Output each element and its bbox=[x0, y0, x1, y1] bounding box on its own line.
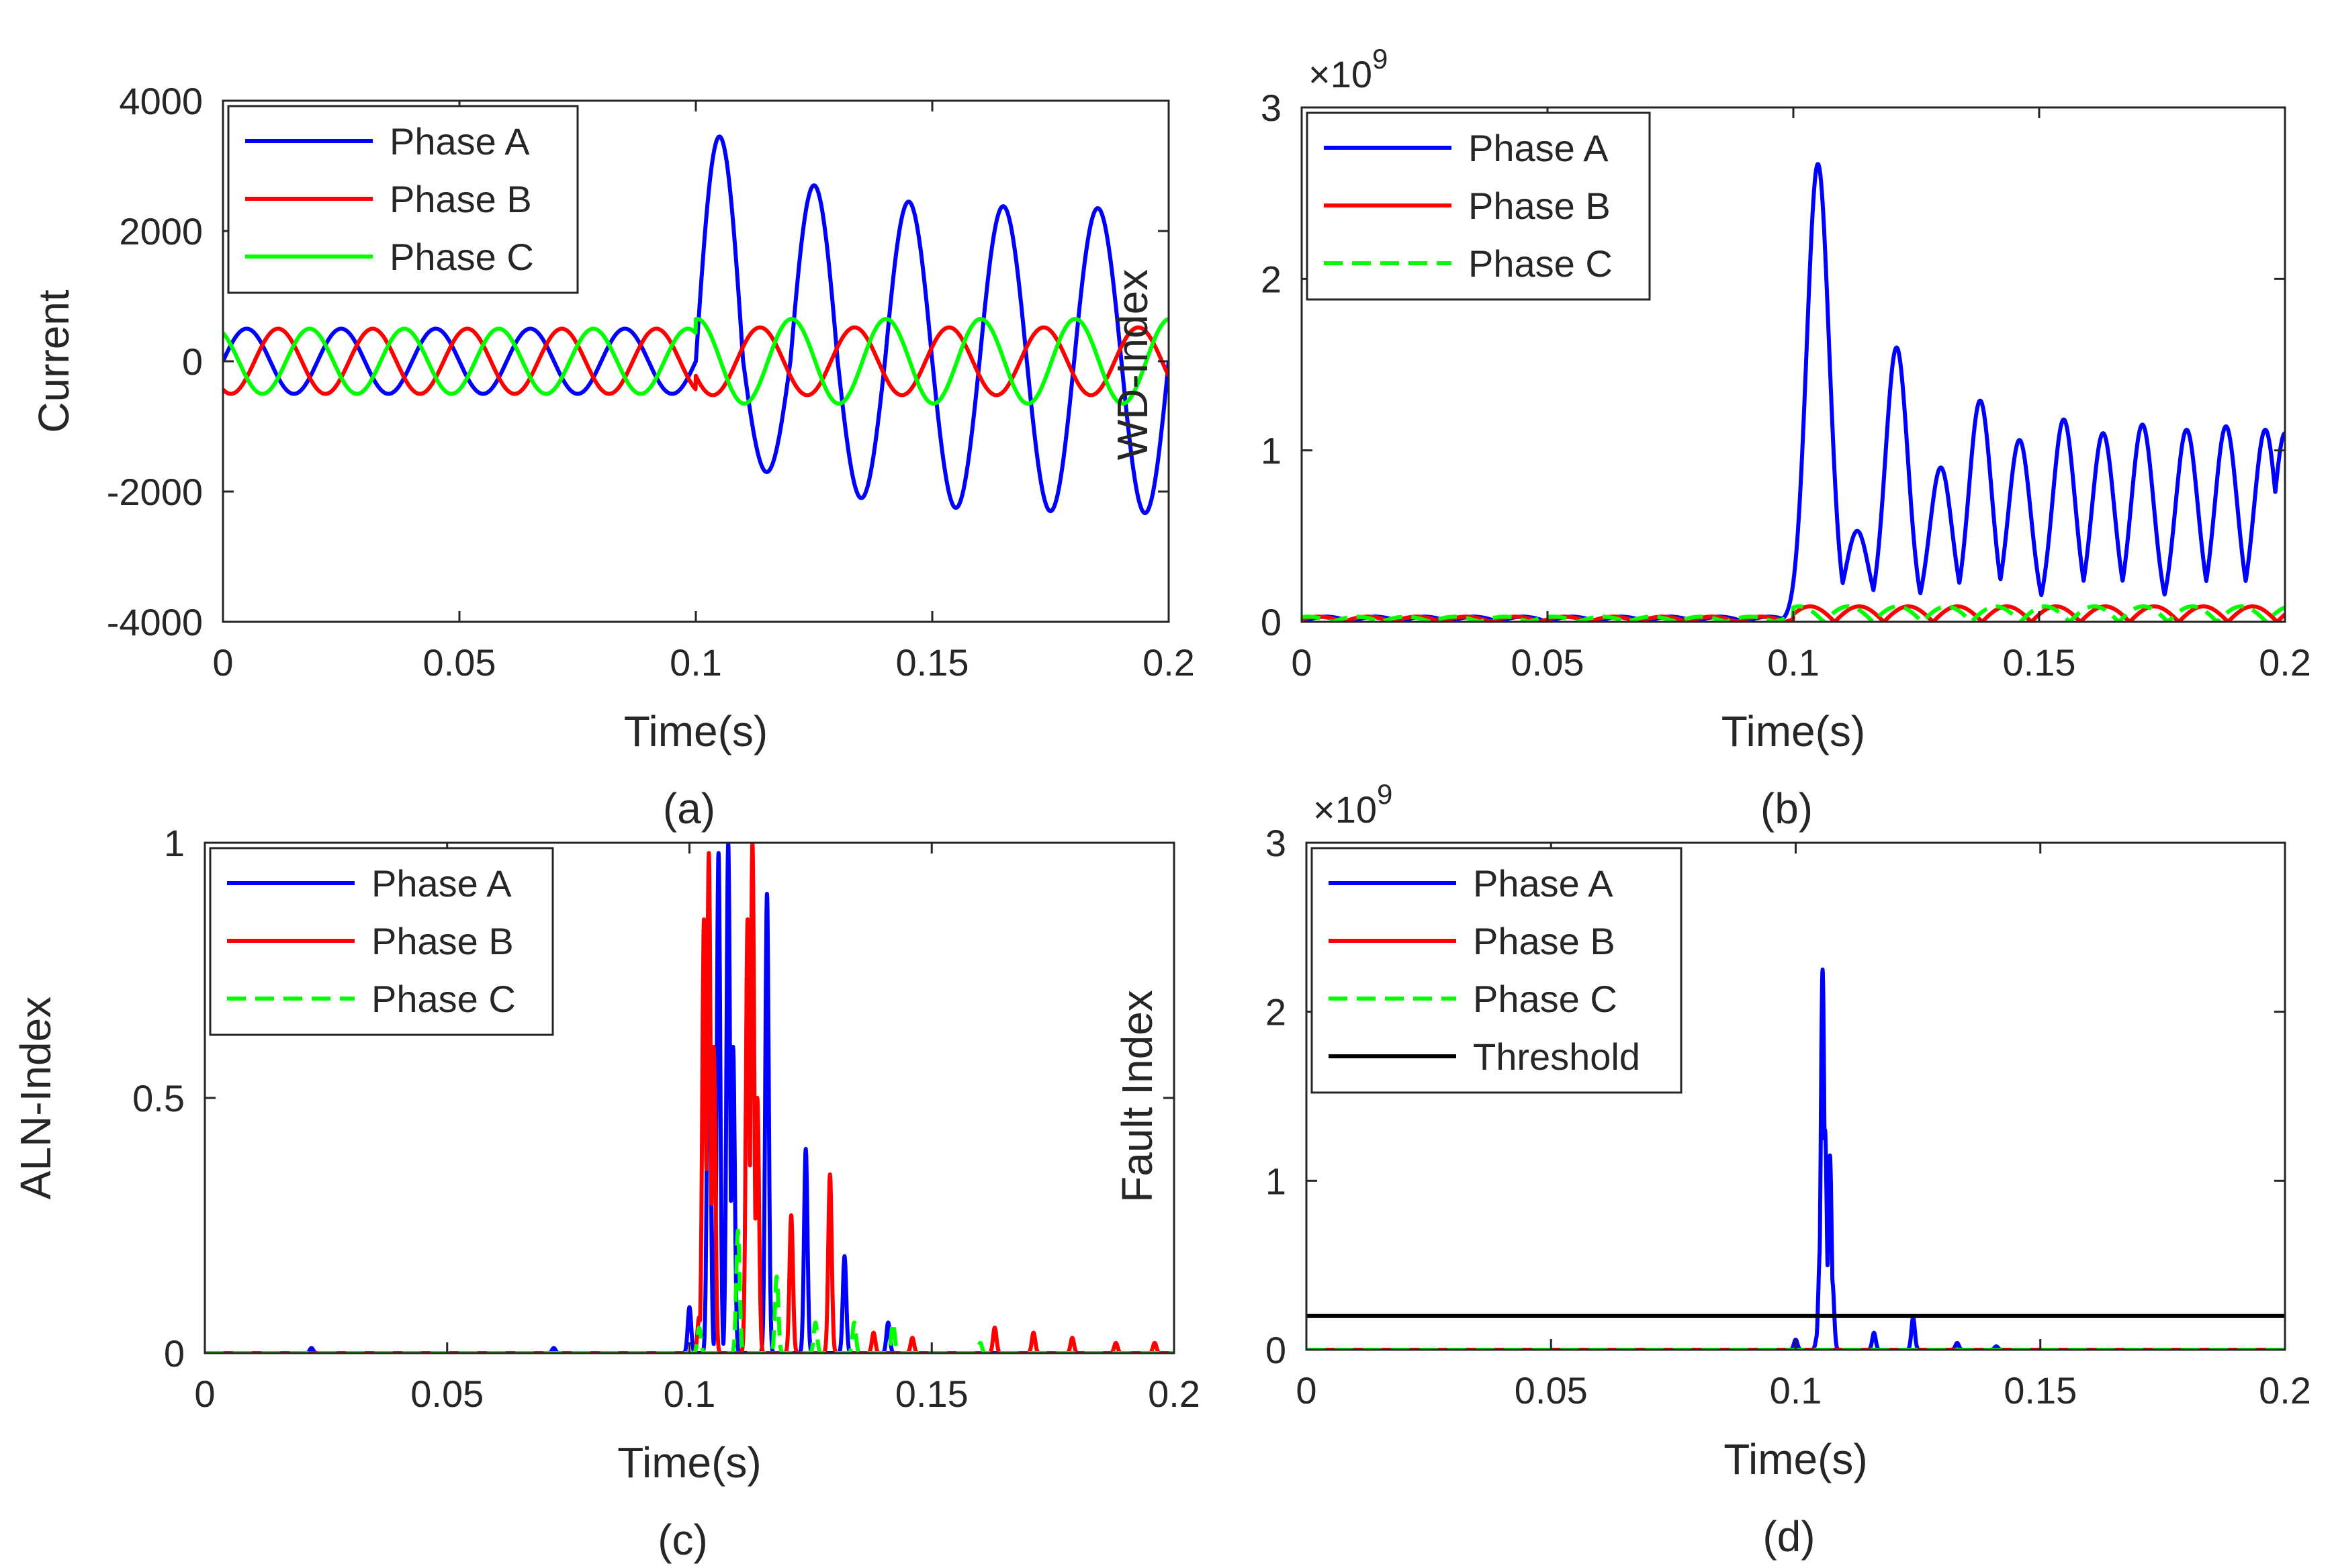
x-tick-label: 0.2 bbox=[2259, 641, 2311, 684]
exponent-power: 9 bbox=[1377, 778, 1392, 810]
legend-entry: Phase A bbox=[1473, 862, 1613, 905]
x-tick-label: 0 bbox=[1291, 641, 1312, 684]
y-tick-label: -4000 bbox=[107, 601, 203, 643]
x-tick-label: 0.2 bbox=[2259, 1369, 2311, 1412]
series-line-phase-a bbox=[205, 843, 1174, 1353]
panel-caption: (a) bbox=[663, 784, 715, 833]
x-tick-label: 0.05 bbox=[423, 641, 496, 684]
y-tick-label: 1 bbox=[1265, 1160, 1286, 1202]
y-tick-label: 0 bbox=[164, 1332, 185, 1375]
x-tick-label: 0.15 bbox=[896, 641, 969, 684]
x-tick-label: 0 bbox=[194, 1373, 215, 1415]
y-axis-label: Current bbox=[30, 289, 78, 433]
legend-box bbox=[1310, 847, 1683, 1094]
y-tick-label: 3 bbox=[1261, 87, 1282, 129]
legend-entry: Phase C bbox=[1468, 242, 1613, 285]
panel-d: 0 0.05 0.1 0.15 0.2 0 1 2 3 ×109 Time(s) Fault Inde… bbox=[1113, 778, 2311, 1561]
legend-entry: Threshold bbox=[1473, 1035, 1640, 1078]
x-axis-label: Time(s) bbox=[1721, 707, 1865, 755]
legend-entry: Phase A bbox=[390, 120, 530, 163]
y-axis-label: WD-Index bbox=[1108, 269, 1157, 461]
x-tick-label: 0.15 bbox=[2003, 641, 2076, 684]
y-tick-label: 0.5 bbox=[132, 1077, 185, 1119]
series-group bbox=[205, 843, 1174, 1353]
legend: Phase A Phase B Phase C bbox=[209, 847, 554, 1036]
series-line-phase-c bbox=[205, 1228, 1174, 1353]
y-axis-label: ALN-Index bbox=[11, 997, 60, 1199]
y-tick-label: 0 bbox=[182, 340, 203, 383]
x-axis-label: Time(s) bbox=[624, 707, 768, 755]
x-tick-label: 0.15 bbox=[2004, 1369, 2077, 1412]
x-tick-label: 0.15 bbox=[895, 1373, 969, 1415]
y-tick-label: 2 bbox=[1265, 991, 1286, 1033]
x-tick-label: 0.2 bbox=[1142, 641, 1195, 684]
legend-entry: Phase B bbox=[371, 920, 514, 962]
legend-entry: Phase C bbox=[1473, 978, 1617, 1020]
series-line-phase-a bbox=[223, 134, 1169, 515]
panel-caption: (c) bbox=[658, 1516, 708, 1564]
y-tick-label: 1 bbox=[1261, 430, 1282, 472]
legend-entry: Phase B bbox=[1473, 920, 1615, 962]
legend: Phase A Phase B Phase C bbox=[227, 105, 579, 294]
x-tick-label: 0.1 bbox=[670, 641, 722, 684]
y-tick-label: 0 bbox=[1265, 1329, 1286, 1371]
exponent-power: 9 bbox=[1372, 43, 1388, 75]
y-axis-label: Fault Index bbox=[1113, 990, 1161, 1203]
x-tick-label: 0.05 bbox=[410, 1373, 484, 1415]
x-axis-label: Time(s) bbox=[617, 1438, 761, 1487]
x-tick-label: 0.1 bbox=[1767, 641, 1820, 684]
panel-a: 0 0.05 0.1 0.15 0.2 -4000 -2000 0 2000 4000 Time(s… bbox=[30, 80, 1195, 833]
x-tick-label: 0.1 bbox=[664, 1373, 716, 1415]
y-tick-label: 2 bbox=[1261, 258, 1282, 300]
x-tick-label: 0.2 bbox=[1148, 1373, 1200, 1415]
axis-exponent-label: ×109 bbox=[1313, 778, 1392, 831]
legend: Phase A Phase B Phase C Threshold bbox=[1310, 847, 1683, 1094]
legend-entry: Phase B bbox=[390, 178, 532, 220]
legend: Phase A Phase B Phase C bbox=[1306, 111, 1651, 301]
x-tick-label: 0.05 bbox=[1511, 641, 1584, 684]
panel-caption: (b) bbox=[1760, 784, 1813, 833]
series-line-phase-c bbox=[1302, 604, 2285, 622]
y-tick-label: 1 bbox=[164, 822, 185, 864]
y-tick-label: 0 bbox=[1261, 601, 1282, 643]
x-tick-label: 0 bbox=[212, 641, 233, 684]
y-tick-label: 2000 bbox=[119, 210, 203, 252]
legend-entry: Phase C bbox=[371, 978, 516, 1020]
axis-exponent-label: ×109 bbox=[1308, 43, 1388, 95]
x-axis-label: Time(s) bbox=[1723, 1435, 1867, 1483]
legend-entry: Phase B bbox=[1468, 185, 1611, 227]
series-group bbox=[223, 134, 1169, 515]
legend-entry: Phase A bbox=[371, 862, 512, 905]
x-tick-label: 0.05 bbox=[1515, 1369, 1588, 1412]
legend-entry: Phase A bbox=[1468, 127, 1609, 169]
panel-b: 0 0.05 0.1 0.15 0.20123×109Time(s)WD-Index(b… bbox=[1108, 43, 2311, 833]
y-tick-label: -2000 bbox=[107, 471, 203, 513]
panel-caption: (d) bbox=[1762, 1512, 1815, 1561]
x-tick-label: 0.1 bbox=[1770, 1369, 1822, 1412]
y-tick-label: 3 bbox=[1265, 822, 1286, 864]
panel-c: 0 0.05 0.1 0.15 0.2 0 0.5 1 Time(s) ALN-Index (c) P… bbox=[11, 822, 1200, 1564]
exponent-base: ×10 bbox=[1313, 788, 1377, 831]
x-tick-label: 0 bbox=[1296, 1369, 1316, 1412]
exponent-base: ×10 bbox=[1308, 53, 1372, 95]
y-tick-label: 4000 bbox=[119, 80, 203, 122]
series-line-phase-c bbox=[223, 317, 1169, 406]
legend-entry: Phase C bbox=[390, 236, 534, 278]
